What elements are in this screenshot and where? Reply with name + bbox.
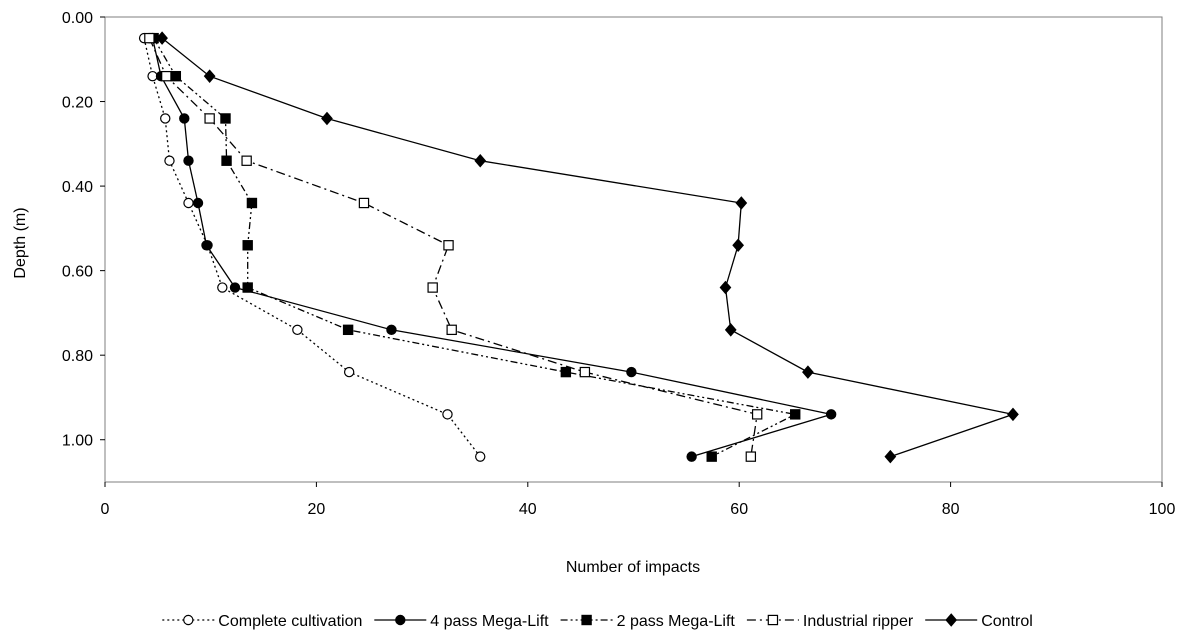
y-tick-label: 0.60 xyxy=(62,264,93,281)
legend-label: Industrial ripper xyxy=(803,613,914,630)
y-tick-label: 0.00 xyxy=(62,10,93,27)
y-tick-label: 0.20 xyxy=(62,95,93,112)
legend-item: 4 pass Mega-Lift xyxy=(374,613,549,630)
data-point xyxy=(241,155,252,166)
legend-item: 2 pass Mega-Lift xyxy=(560,613,736,630)
x-tick-label: 100 xyxy=(1149,501,1176,518)
legend: Complete cultivation 4 pass Mega-Lift 2 pa… xyxy=(162,613,1033,630)
data-point xyxy=(170,70,182,82)
data-point xyxy=(745,451,757,462)
data-point xyxy=(802,365,814,379)
data-point xyxy=(156,31,168,45)
legend-swatch-marker xyxy=(183,614,194,626)
series-2 xyxy=(148,32,801,462)
series-0 xyxy=(138,32,486,462)
data-point xyxy=(724,323,737,337)
data-point xyxy=(427,282,438,293)
series-line xyxy=(151,37,832,458)
legend-item: Industrial ripper xyxy=(746,613,914,630)
data-point xyxy=(246,197,258,209)
series-line xyxy=(161,37,1016,458)
data-point xyxy=(358,197,370,209)
y-axis-title: Depth (m) xyxy=(12,207,29,278)
plot-area xyxy=(138,31,1019,464)
data-point xyxy=(292,324,303,336)
data-point xyxy=(560,366,572,378)
data-point xyxy=(161,70,172,82)
data-point xyxy=(220,113,231,124)
y-tick-label: 0.80 xyxy=(62,348,93,365)
x-tick-label: 60 xyxy=(730,501,748,518)
data-point xyxy=(790,409,801,420)
data-point xyxy=(443,240,454,251)
data-point xyxy=(221,155,232,166)
data-point xyxy=(686,451,697,462)
data-point xyxy=(386,324,397,336)
data-point xyxy=(825,409,837,420)
data-point xyxy=(884,449,897,464)
data-point xyxy=(579,366,591,378)
data-point xyxy=(442,409,453,420)
legend-swatch-marker xyxy=(395,614,406,626)
data-point xyxy=(192,197,204,209)
legend-item: Control xyxy=(925,613,1033,630)
x-tick-label: 80 xyxy=(942,501,960,518)
data-point xyxy=(164,155,175,166)
data-point xyxy=(229,282,241,293)
data-point xyxy=(626,366,637,378)
series-line xyxy=(148,37,758,457)
series-4 xyxy=(156,31,1019,464)
data-point xyxy=(217,282,228,293)
data-point xyxy=(342,324,354,336)
data-point xyxy=(343,366,355,378)
legend-label: Complete cultivation xyxy=(218,613,362,630)
data-point xyxy=(144,32,155,44)
data-point xyxy=(160,113,171,124)
data-point xyxy=(201,240,212,251)
data-point xyxy=(719,280,732,295)
legend-swatch-marker xyxy=(767,614,779,626)
data-point xyxy=(751,409,763,420)
data-point xyxy=(735,196,748,210)
legend-label: Control xyxy=(981,613,1033,630)
x-axis-title: Number of impacts xyxy=(566,559,700,576)
y-tick-label: 0.40 xyxy=(62,179,93,196)
legend-label: 2 pass Mega-Lift xyxy=(617,613,736,630)
data-point xyxy=(446,324,457,336)
series-3 xyxy=(144,32,763,462)
data-point xyxy=(179,113,190,124)
legend-item: Complete cultivation xyxy=(162,613,362,630)
legend-label: 4 pass Mega-Lift xyxy=(430,613,549,630)
data-point xyxy=(732,238,745,253)
y-tick-label: 1.00 xyxy=(62,433,93,450)
data-point xyxy=(203,69,216,83)
x-tick-label: 40 xyxy=(519,501,537,518)
series-1 xyxy=(147,32,837,462)
data-point xyxy=(242,240,253,251)
series-line xyxy=(143,37,481,457)
legend-swatch-marker xyxy=(581,614,592,626)
data-point xyxy=(1007,407,1019,422)
data-point xyxy=(475,451,486,462)
data-point xyxy=(474,153,487,168)
data-point xyxy=(706,451,717,462)
data-point xyxy=(183,197,194,209)
data-point xyxy=(242,282,253,293)
x-tick-label: 20 xyxy=(308,501,326,518)
data-point xyxy=(204,113,215,124)
axes: 0.00 0.20 0.40 0.60 0.80 1.00 0 20 40 60 80 100 xyxy=(62,10,1176,518)
data-point xyxy=(183,155,194,166)
plot-border xyxy=(104,16,1163,483)
x-tick-label: 0 xyxy=(101,501,110,518)
data-point xyxy=(147,70,158,82)
data-point xyxy=(321,111,333,126)
legend-swatch-marker xyxy=(945,613,958,627)
